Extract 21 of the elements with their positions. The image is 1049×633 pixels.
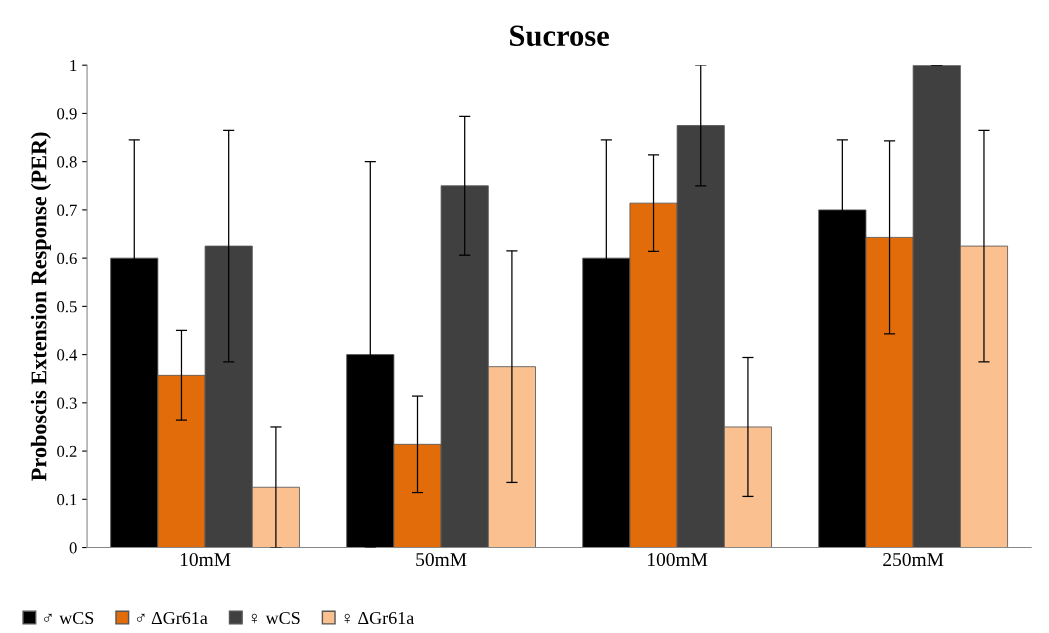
legend-label: ♂ ΔGr61a <box>137 611 208 625</box>
y-tick-label: 0.7 <box>57 204 77 216</box>
y-tick-label: 0.4 <box>57 349 78 361</box>
y-tick-label: 0.2 <box>57 445 77 458</box>
y-tick-label: 0.6 <box>57 252 77 265</box>
x-tick-label: 50mM <box>416 552 467 567</box>
x-tick-label: 10mM <box>180 552 231 567</box>
y-tick-label: 1 <box>70 59 77 71</box>
legend-label: ♀ wCS <box>251 611 300 625</box>
y-tick-label: 0.5 <box>57 301 77 313</box>
x-tick-label: 100mM <box>648 552 708 567</box>
y-tick-label: 0.9 <box>57 108 77 120</box>
chart-title: Sucrose <box>510 25 609 47</box>
legend-label: ♀ ΔGr61a <box>344 611 414 625</box>
y-tick-label: 0.3 <box>57 397 77 409</box>
y-tick-label: 0.8 <box>57 156 77 168</box>
y-axis-title: Proboscis Extension Response (PER) <box>30 132 51 481</box>
legend-label: ♂ wCS <box>44 611 94 625</box>
x-tick-label: 250mM <box>883 552 944 567</box>
y-tick-label: 0 <box>69 542 77 554</box>
y-tick-label: 0.1 <box>57 494 77 506</box>
